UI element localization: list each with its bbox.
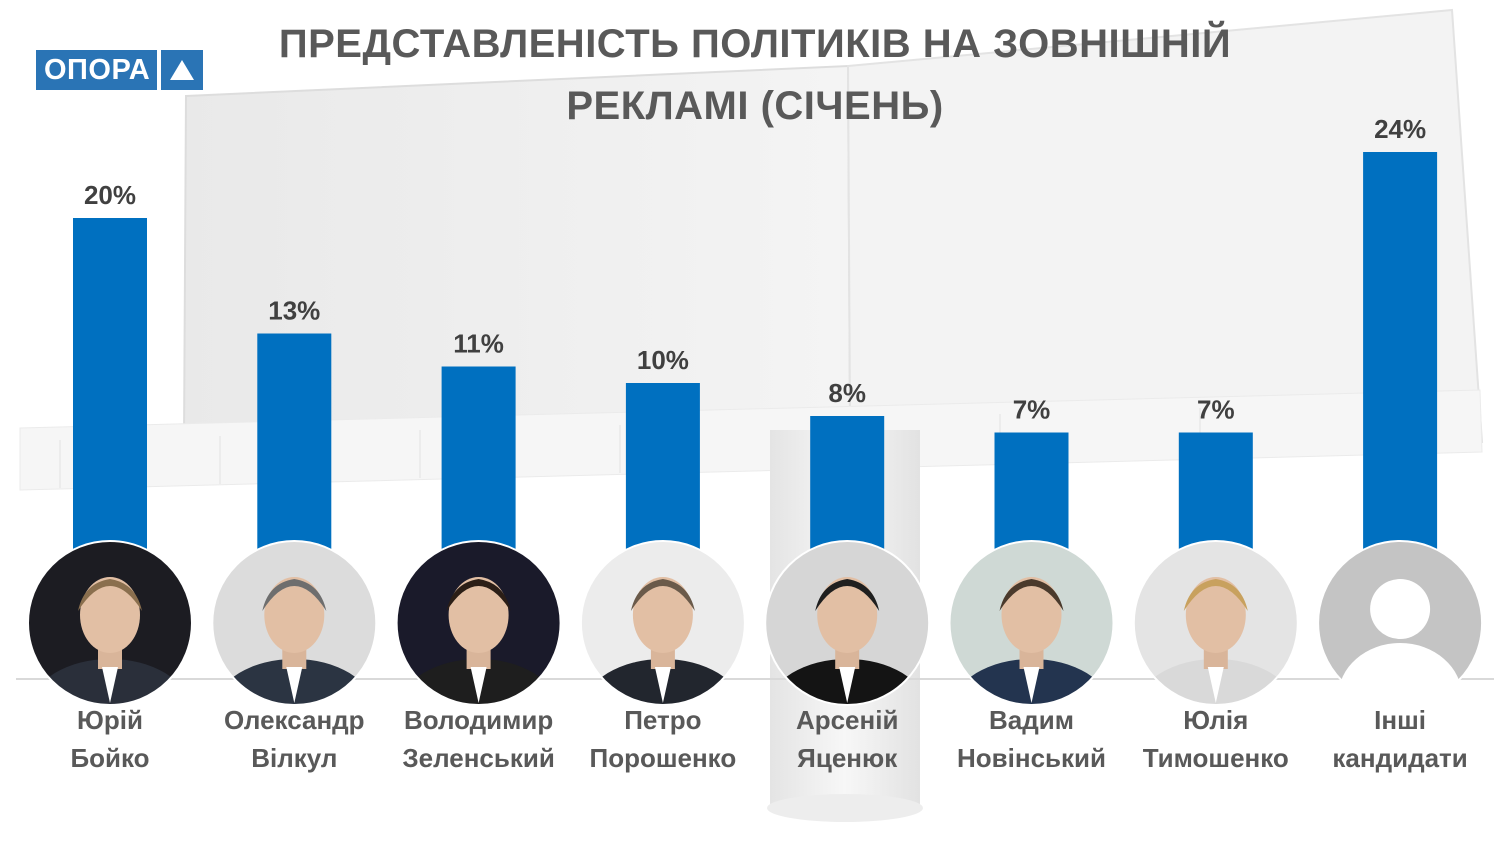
bar bbox=[257, 333, 332, 556]
category-label-last-name: Тимошенко bbox=[1142, 743, 1289, 773]
value-label: 13% bbox=[268, 296, 320, 326]
bar bbox=[994, 432, 1069, 556]
category-label-first-name: Вадим bbox=[989, 705, 1074, 735]
candidate-avatar bbox=[395, 540, 562, 706]
bar bbox=[441, 366, 516, 556]
bar bbox=[1178, 432, 1253, 556]
chart-title-line-2: РЕКЛАМІ (СІЧЕНЬ) bbox=[566, 84, 944, 128]
candidate-avatar bbox=[211, 540, 378, 706]
category-label: Юлія Тимошенко bbox=[1124, 701, 1308, 777]
bar bbox=[1363, 152, 1438, 556]
candidate-avatar bbox=[948, 540, 1115, 706]
value-label: 7% bbox=[1013, 395, 1051, 425]
category-label: Вадим Новінський bbox=[940, 701, 1124, 777]
value-label: 11% bbox=[453, 329, 504, 359]
generic-user-icon bbox=[1317, 540, 1484, 706]
value-label: 24% bbox=[1374, 114, 1426, 144]
candidate-avatar bbox=[1132, 540, 1299, 706]
value-label: 20% bbox=[84, 180, 136, 210]
category-label-first-name: Юрій bbox=[77, 705, 143, 735]
category-label-first-name: Арсеній bbox=[795, 705, 899, 735]
bar bbox=[625, 383, 700, 556]
category-label-last-name: Яценюк bbox=[797, 743, 898, 773]
value-label: 10% bbox=[637, 345, 689, 375]
candidate-avatar bbox=[764, 540, 931, 706]
category-label-first-name: Юлія bbox=[1183, 705, 1249, 735]
value-label: 8% bbox=[828, 378, 866, 408]
logo-text: ОПОРА bbox=[36, 50, 158, 90]
category-label-last-name: Вілкул bbox=[251, 743, 338, 773]
category-label: Володимир Зеленський bbox=[387, 701, 571, 777]
category-label-first-name: Олександр bbox=[224, 705, 365, 735]
category-label-first-name: Володимир bbox=[403, 705, 554, 735]
category-label-last-name: Новінський bbox=[957, 743, 1106, 773]
category-label-last-name: Бойко bbox=[70, 743, 150, 773]
category-label: Юрій Бойко bbox=[18, 701, 202, 777]
category-label: Петро Порошенко bbox=[571, 701, 755, 777]
chart-title-line-1: ПРЕДСТАВЛЕНІСТЬ ПОЛІТИКІВ НА ЗОВНІШНІЙ bbox=[278, 22, 1232, 66]
category-label-last-name: Зеленський bbox=[402, 743, 555, 773]
value-label: 7% bbox=[1197, 395, 1235, 425]
category-label-first-name: Інші bbox=[1374, 705, 1426, 735]
triangle-up-icon bbox=[161, 50, 204, 90]
bar bbox=[810, 416, 885, 556]
category-label-last-name: кандидати bbox=[1332, 743, 1468, 773]
candidate-avatar bbox=[27, 540, 193, 706]
category-label: Інші кандидати bbox=[1308, 701, 1492, 777]
category-label: Арсеній Яценюк bbox=[755, 701, 939, 777]
candidate-avatar bbox=[579, 540, 746, 706]
category-label: Олександр Вілкул bbox=[202, 701, 386, 777]
category-label-last-name: Порошенко bbox=[589, 743, 737, 773]
bar bbox=[73, 218, 147, 556]
category-label-first-name: Петро bbox=[624, 705, 702, 735]
opora-logo: ОПОРА bbox=[36, 50, 204, 90]
